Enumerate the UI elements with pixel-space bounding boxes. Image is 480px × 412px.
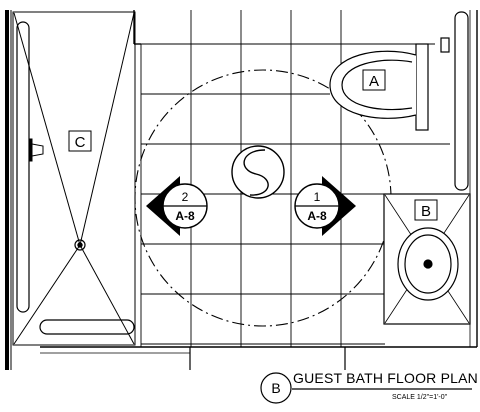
shower-enclosure — [12, 11, 136, 346]
shower-drain-icon — [74, 239, 86, 251]
section-marker-2 — [146, 176, 208, 236]
detail-marker-label: B — [271, 380, 280, 396]
drawing-scale: SCALE 1/2"=1'-0" — [392, 394, 448, 401]
toilet-fixture — [329, 11, 469, 191]
section-marker-1-number: 1 — [314, 190, 321, 204]
walls — [5, 10, 478, 370]
section-marker-1 — [294, 176, 356, 236]
section-marker-2-number: 2 — [182, 190, 189, 204]
shower-tag-label: C — [75, 134, 86, 151]
lavatory-fixture — [383, 193, 471, 325]
section-marker-2-sheet: A-8 — [175, 209, 195, 223]
floor-drain-symbol — [231, 145, 285, 199]
detail-marker-circle — [260, 372, 292, 404]
toilet-tag-label: A — [369, 73, 379, 90]
drawing-title: GUEST BATH FLOOR PLAN — [293, 370, 478, 386]
shower-tag-box — [68, 130, 92, 152]
toilet-tag-box — [362, 69, 386, 91]
lavatory-tag-label: B — [421, 203, 431, 220]
lavatory-tag-box — [414, 199, 438, 221]
section-marker-1-sheet: A-8 — [307, 209, 327, 223]
floor-tile-grid — [140, 10, 450, 347]
